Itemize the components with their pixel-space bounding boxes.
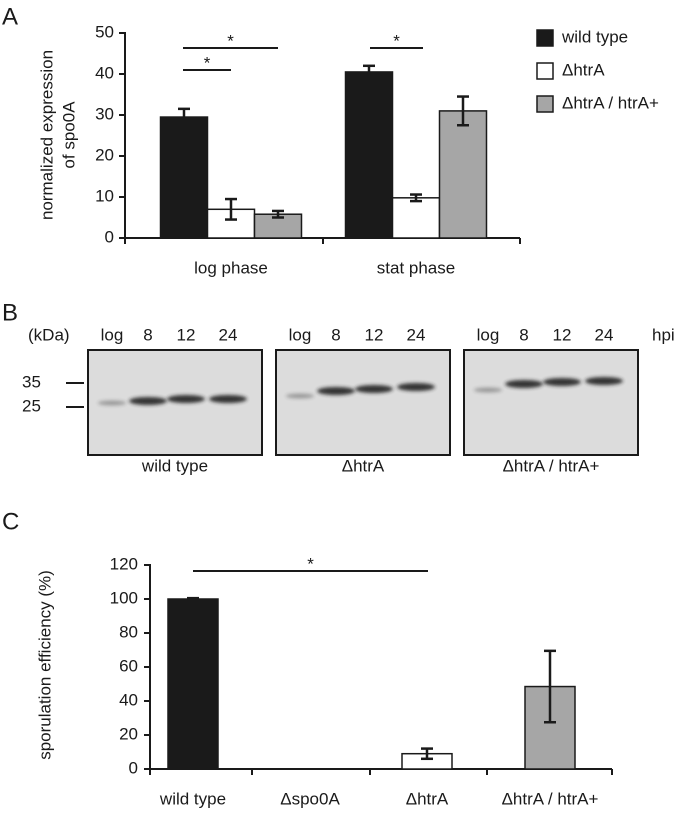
protein-band bbox=[286, 393, 314, 399]
lane-label: 8 bbox=[143, 325, 152, 344]
strain-label: ΔhtrA / htrA+ bbox=[503, 456, 600, 475]
western-blot: (kDa) hpi 35 25 log 8 12 24 wild type log 8 12 24 Δht… bbox=[22, 325, 675, 475]
y-tick-label: 0 bbox=[105, 227, 114, 246]
protein-band bbox=[209, 395, 247, 403]
x-tick-label: wild type bbox=[159, 789, 226, 808]
lane-label: 12 bbox=[177, 325, 196, 344]
error-bar bbox=[410, 193, 422, 203]
error-bar bbox=[178, 107, 190, 127]
lane-label: 24 bbox=[595, 325, 614, 344]
bar bbox=[344, 71, 394, 239]
time-unit: hpi bbox=[652, 325, 675, 344]
error-bar bbox=[225, 197, 237, 221]
significance-label: * bbox=[204, 53, 211, 72]
protein-band bbox=[98, 400, 126, 406]
lane-label: 24 bbox=[219, 325, 238, 344]
error-bar bbox=[457, 95, 469, 127]
protein-band bbox=[505, 380, 543, 388]
y-tick-label: 60 bbox=[119, 656, 138, 675]
protein-band bbox=[167, 395, 205, 403]
strain-label: ΔhtrA bbox=[342, 456, 385, 475]
error-bar bbox=[187, 596, 199, 602]
x-tick-label: stat phase bbox=[377, 258, 455, 277]
x-tick-label: ΔhtrA bbox=[406, 789, 449, 808]
y-tick-label: 50 bbox=[95, 22, 114, 41]
panel-label: B bbox=[2, 299, 18, 326]
bar bbox=[159, 116, 209, 239]
y-axis-label: of spo0A bbox=[59, 101, 78, 169]
y-tick-label: 0 bbox=[129, 758, 138, 777]
protein-band bbox=[585, 377, 623, 385]
y-tick-label: 40 bbox=[95, 63, 114, 82]
y-tick-label: 40 bbox=[119, 690, 138, 709]
lane-label: 8 bbox=[519, 325, 528, 344]
error-bar bbox=[421, 747, 433, 761]
y-tick-label: 20 bbox=[95, 145, 114, 164]
significance-label: * bbox=[307, 554, 314, 573]
protein-band bbox=[355, 385, 393, 393]
protein-band bbox=[129, 397, 167, 405]
lane-label: 8 bbox=[331, 325, 340, 344]
y-tick-label: 20 bbox=[119, 724, 138, 743]
error-bar bbox=[272, 209, 284, 219]
protein-band bbox=[543, 378, 581, 386]
blot-image bbox=[275, 349, 451, 456]
legend-swatch bbox=[536, 62, 554, 80]
y-tick-label: 30 bbox=[95, 104, 114, 123]
lane-label: log bbox=[289, 325, 312, 344]
lane-label: 12 bbox=[365, 325, 384, 344]
legend-swatch bbox=[536, 29, 554, 47]
y-axis-label: sporulation efficiency (%) bbox=[35, 570, 54, 760]
y-tick-label: 80 bbox=[119, 622, 138, 641]
legend-label: ΔhtrA / htrA+ bbox=[562, 93, 659, 112]
x-tick-label: log phase bbox=[194, 258, 268, 277]
significance-label: * bbox=[227, 31, 234, 50]
panel-label: A bbox=[2, 3, 18, 30]
lane-label: log bbox=[477, 325, 500, 344]
legend-swatch bbox=[536, 95, 554, 113]
lane-label: 24 bbox=[407, 325, 426, 344]
marker-label: 35 bbox=[22, 372, 41, 391]
y-tick-label: 100 bbox=[110, 588, 138, 607]
protein-band bbox=[317, 387, 355, 395]
error-bar bbox=[363, 64, 375, 80]
y-tick-label: 120 bbox=[110, 554, 138, 573]
error-bar bbox=[544, 649, 556, 724]
strain-label: wild type bbox=[141, 456, 208, 475]
legend-label: ΔhtrA bbox=[562, 60, 605, 79]
size-unit: (kDa) bbox=[28, 325, 70, 344]
bar bbox=[167, 598, 219, 770]
bar bbox=[438, 110, 488, 239]
x-tick-label: Δspo0A bbox=[280, 789, 340, 808]
legend-label: wild type bbox=[561, 27, 628, 46]
y-tick-label: 10 bbox=[95, 186, 114, 205]
significance-label: * bbox=[393, 31, 400, 50]
lane-label: 12 bbox=[553, 325, 572, 344]
marker-label: 25 bbox=[22, 396, 41, 415]
protein-band bbox=[474, 387, 502, 393]
x-tick-label: ΔhtrA / htrA+ bbox=[502, 789, 599, 808]
bar bbox=[391, 197, 441, 239]
panel-label: C bbox=[2, 508, 19, 535]
lane-label: log bbox=[101, 325, 124, 344]
y-axis-label: normalized expression bbox=[37, 50, 56, 220]
blot-image bbox=[463, 349, 639, 456]
protein-band bbox=[397, 383, 435, 391]
